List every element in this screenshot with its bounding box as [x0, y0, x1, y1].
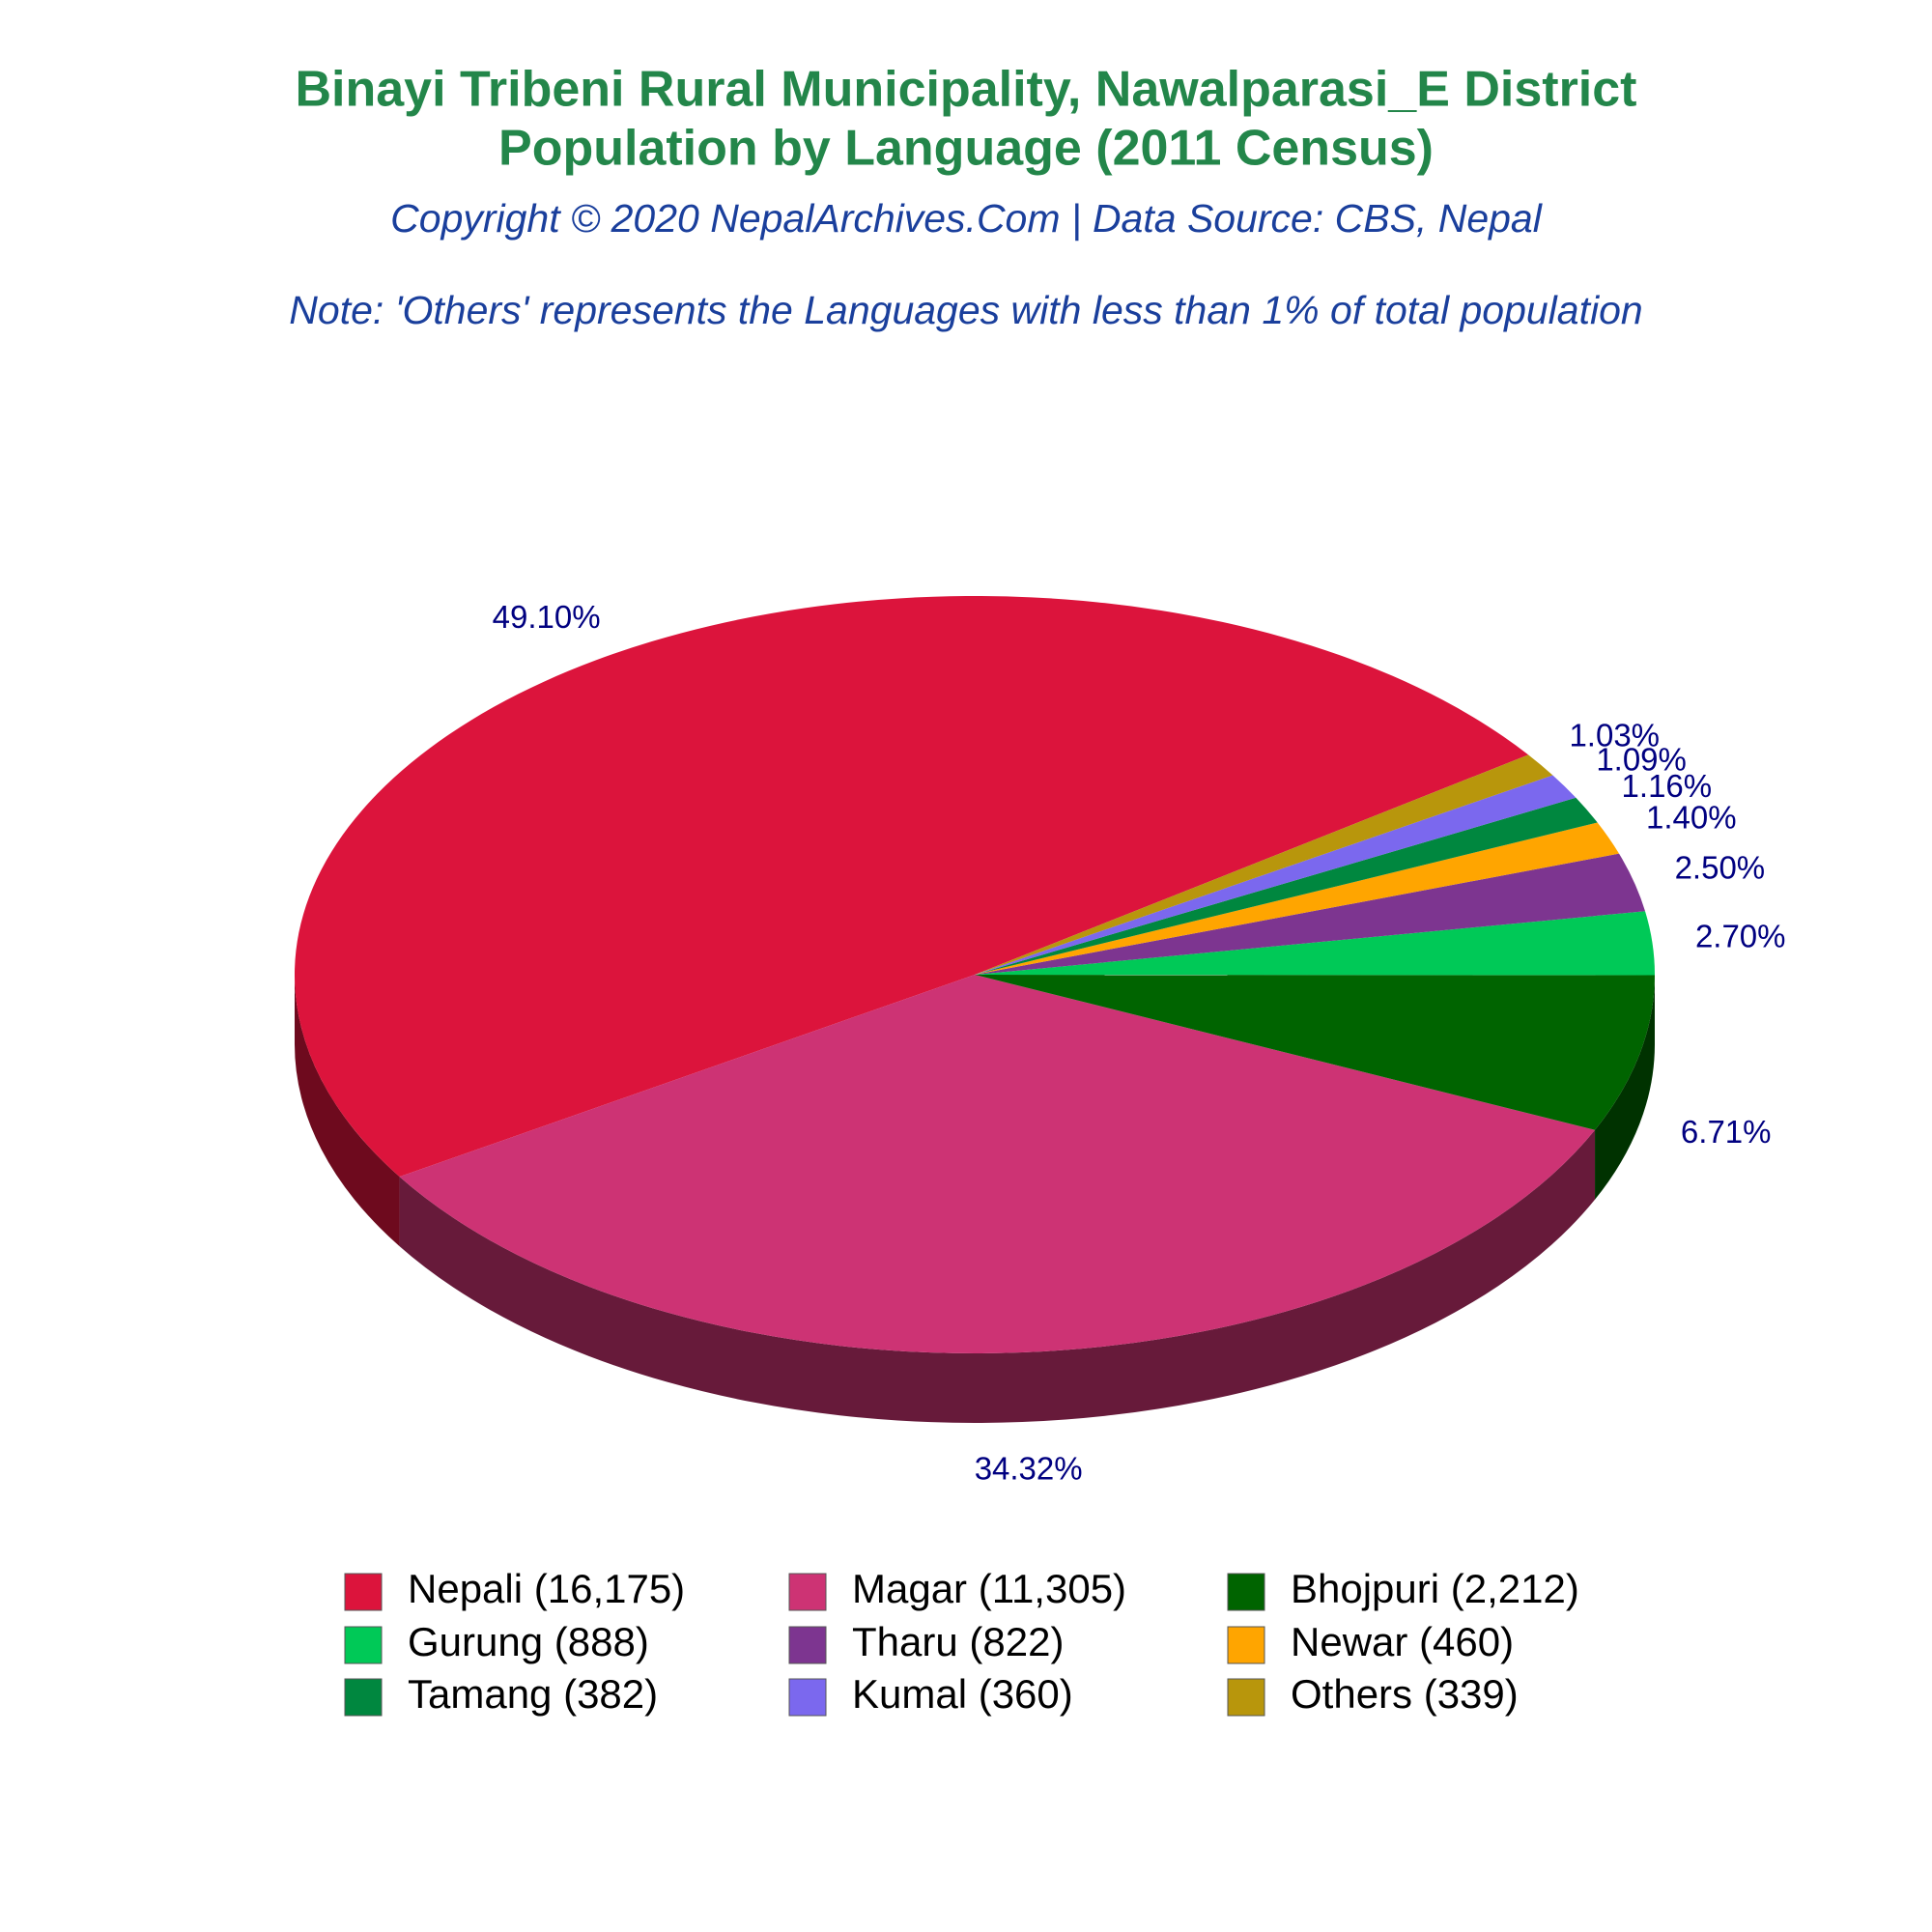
slice: [975, 853, 1646, 975]
slice-side: [1595, 975, 1655, 1200]
data-label: 1.03%: [1569, 717, 1660, 753]
legend-label: Kumal (360): [852, 1671, 1073, 1717]
data-label: 2.50%: [1675, 849, 1766, 885]
legend-swatch: [788, 1678, 827, 1717]
legend-label: Newar (460): [1291, 1619, 1514, 1664]
legend-label: Tharu (822): [852, 1619, 1064, 1664]
chart-title: Binayi Tribeni Rural Municipality, Nawal…: [296, 62, 1637, 118]
slice: [975, 754, 1553, 975]
data-label: 6.71%: [1681, 1114, 1772, 1150]
data-label: 1.40%: [1646, 800, 1737, 836]
legend-swatch: [788, 1626, 827, 1664]
slice: [975, 822, 1620, 975]
chart-subtitle: Copyright © 2020 NepalArchives.Com | Dat…: [390, 196, 1544, 241]
slice: [975, 775, 1577, 975]
legend-swatch: [1227, 1573, 1265, 1611]
legend-label: Nepali (16,175): [408, 1566, 685, 1611]
slice-side: [399, 1129, 1596, 1424]
legend-label: Magar (11,305): [852, 1566, 1126, 1611]
legend-swatch: [344, 1573, 383, 1611]
chart-title: Population by Language (2011 Census): [498, 121, 1434, 177]
legend-label: Others (339): [1291, 1671, 1519, 1717]
legend-label: Gurung (888): [408, 1619, 649, 1664]
data-label: 1.16%: [1622, 768, 1713, 804]
slice: [399, 975, 1596, 1354]
data-label: 49.10%: [493, 599, 601, 635]
legend-label: Tamang (382): [408, 1671, 658, 1717]
data-label: 34.32%: [975, 1451, 1083, 1487]
legend-swatch: [1227, 1626, 1265, 1664]
legend-swatch: [1227, 1678, 1265, 1717]
legend-swatch: [788, 1573, 827, 1611]
legend-label: Bhojpuri (2,212): [1291, 1566, 1579, 1611]
legend-swatch: [344, 1678, 383, 1717]
data-label: 1.09%: [1596, 741, 1687, 777]
slice: [975, 911, 1655, 976]
legend-swatch: [344, 1626, 383, 1664]
data-label: 2.70%: [1695, 919, 1786, 954]
slice: [975, 797, 1598, 975]
slice-side: [295, 975, 400, 1247]
slice: [975, 975, 1655, 1130]
chart-note: Note: 'Others' represents the Languages …: [289, 288, 1642, 332]
slice: [294, 595, 1529, 1178]
